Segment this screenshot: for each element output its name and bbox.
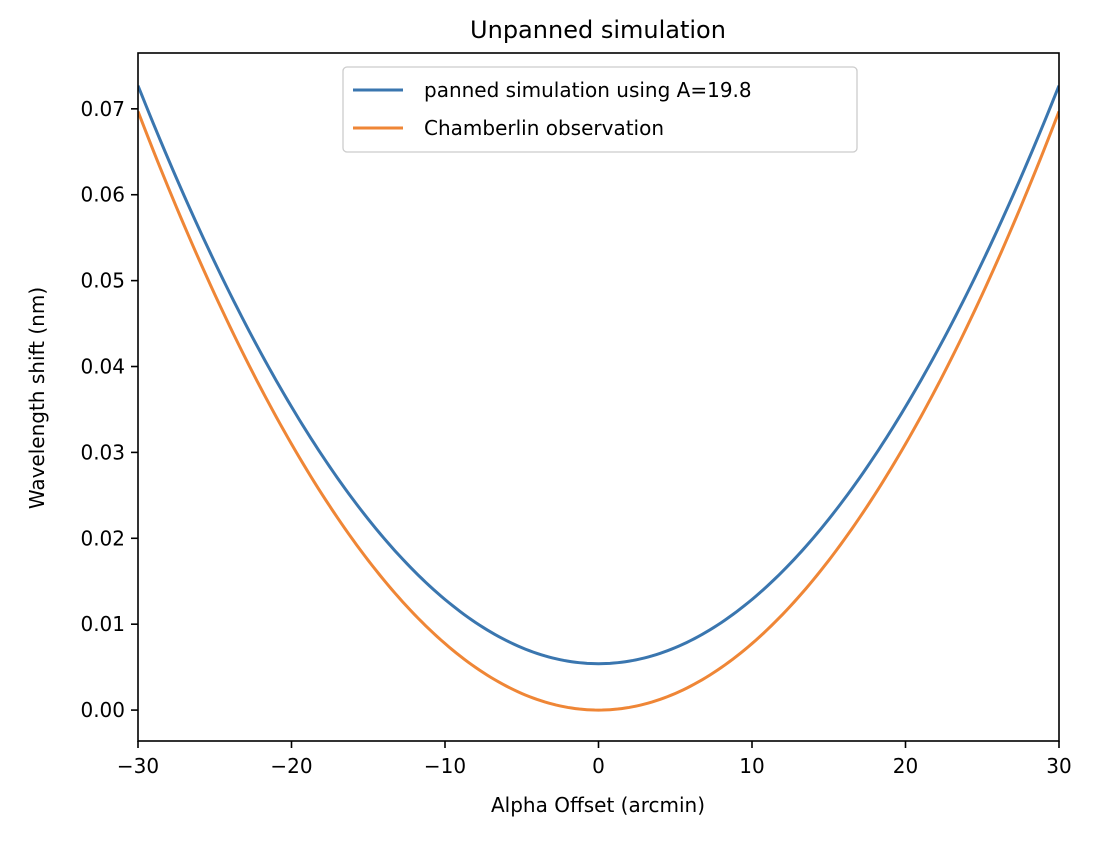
y-tick-label: 0.00 [80, 698, 125, 722]
y-tick-label: 0.07 [80, 97, 125, 121]
series-line-1 [138, 110, 1059, 712]
x-tick-label: 10 [739, 754, 764, 778]
y-axis-label: Wavelength shift (nm) [25, 287, 49, 509]
y-tick-label: 0.03 [80, 440, 125, 464]
x-axis-label: Alpha Offset (arcmin) [491, 793, 705, 817]
legend-box [342, 66, 858, 153]
x-tick-label: −10 [424, 754, 466, 778]
y-tick-label: 0.06 [80, 183, 125, 207]
legend: panned simulation using A=19.8 Chamberlin… [342, 66, 858, 153]
x-tick-label: 30 [1046, 754, 1071, 778]
x-tick-label: −30 [117, 754, 159, 778]
x-tick-label: 0 [592, 754, 605, 778]
x-tick-label: −20 [270, 754, 312, 778]
chart-title: Unpanned simulation [470, 16, 726, 44]
axes: −30 −20 −10 0 10 20 30 0.00 0.01 0.02 0.03 0.04 0.05… [80, 52, 1072, 778]
x-tick-label: 20 [893, 754, 918, 778]
y-tick-label: 0.01 [80, 612, 125, 636]
y-tick-label: 0.04 [80, 355, 125, 379]
y-tick-label: 0.02 [80, 526, 125, 550]
series-line-0 [138, 85, 1059, 666]
plot-area [138, 85, 1059, 712]
legend-label-1: Chamberlin observation [424, 116, 664, 140]
y-tick-label: 0.05 [80, 269, 125, 293]
legend-label-0: panned simulation using A=19.8 [424, 78, 752, 102]
